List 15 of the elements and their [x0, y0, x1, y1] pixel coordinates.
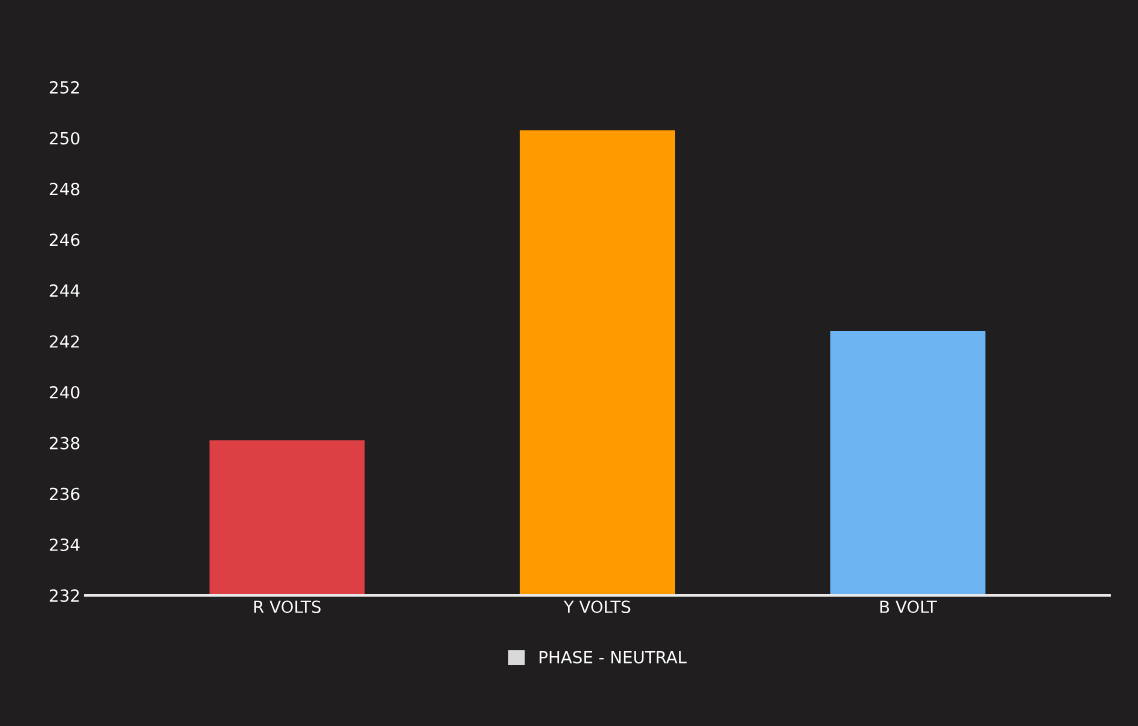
y-tick-label: 242 — [49, 335, 79, 348]
y-tick-label: 232 — [49, 589, 79, 602]
y-tick-label: 244 — [49, 284, 80, 297]
x-tick-label: B VOLT — [880, 600, 937, 614]
y-tick-label: 236 — [49, 487, 80, 501]
y-tick-label: 238 — [49, 436, 80, 450]
y-tick-label: 252 — [49, 81, 79, 94]
y-tick-label: 248 — [49, 182, 80, 196]
text: PHASE - NEUTRAL — [539, 650, 687, 664]
y-tick-label: 246 — [49, 233, 80, 247]
y-tick-label: 250 — [49, 131, 80, 145]
x-tick-label: R VOLTS — [254, 600, 321, 614]
y-tick-label: 240 — [49, 386, 80, 399]
y-tick-label: 234 — [49, 538, 80, 552]
x-tick-label: Y VOLTS — [563, 600, 631, 614]
